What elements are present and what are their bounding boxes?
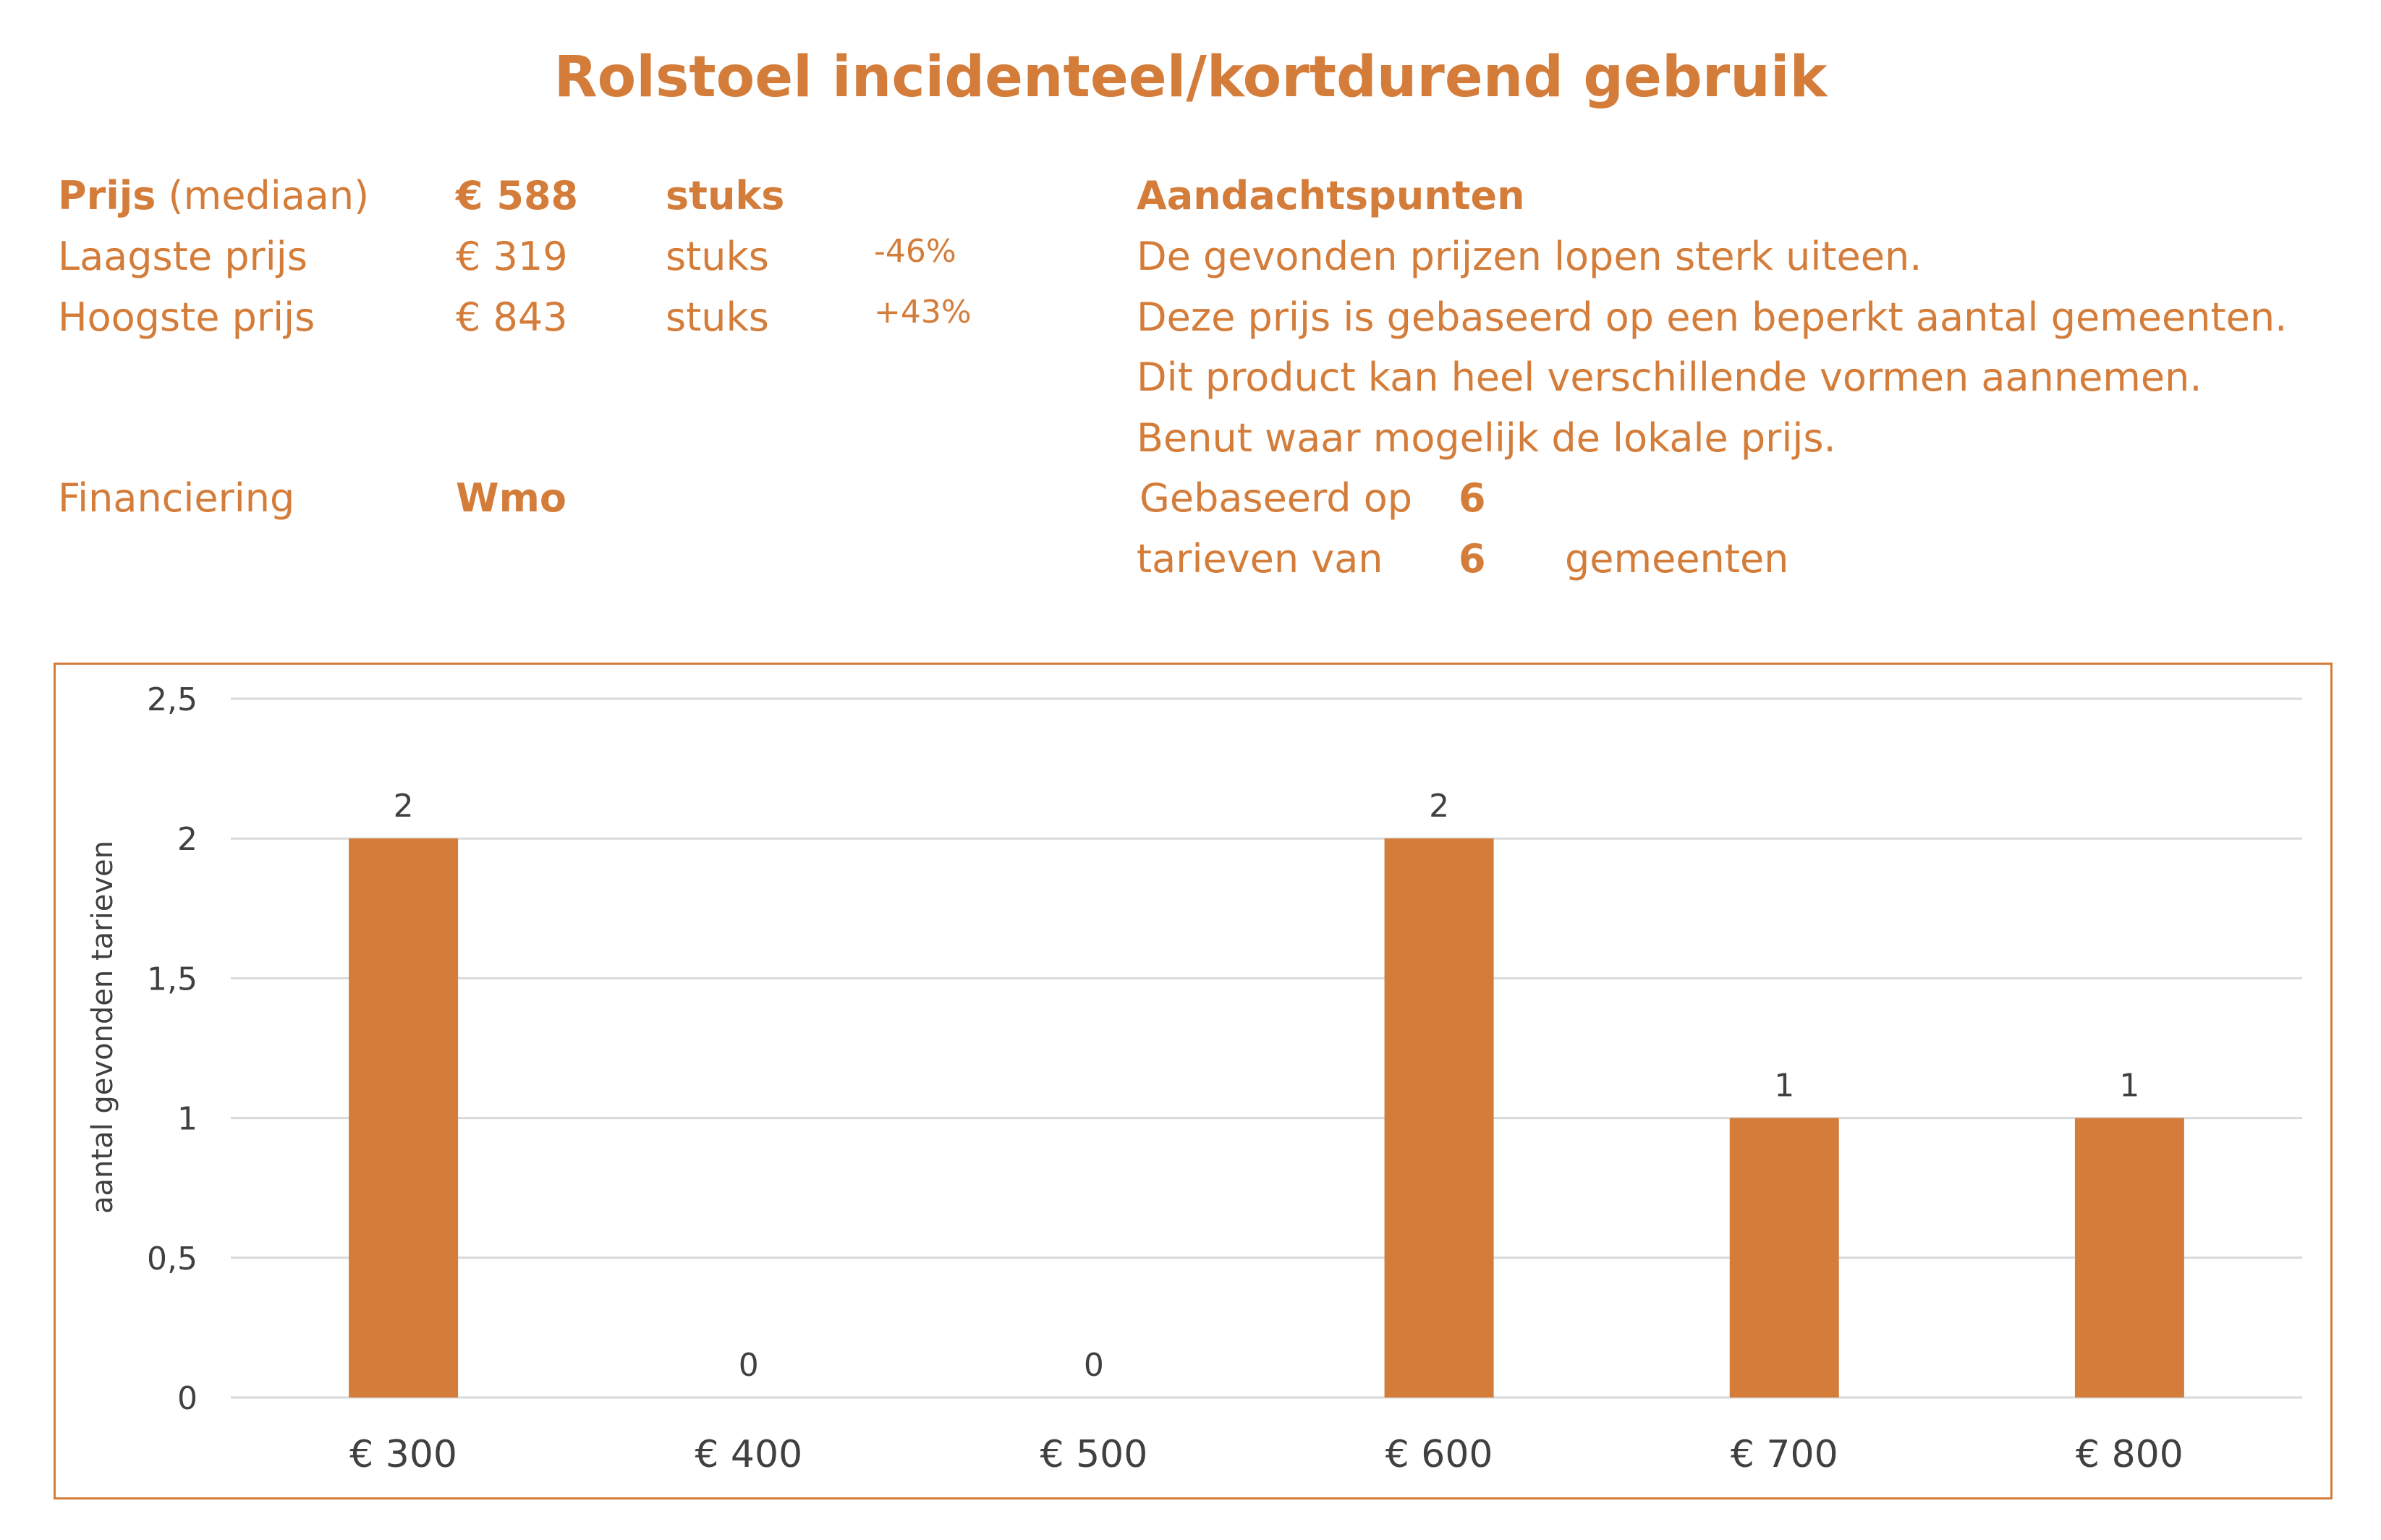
x-tick-label: € 500 bbox=[1040, 1433, 1147, 1476]
data-label: 2 bbox=[1429, 788, 1449, 825]
low-unit: stuks bbox=[666, 234, 769, 279]
bar bbox=[349, 838, 459, 1398]
financing-label: Financiering bbox=[58, 475, 295, 521]
y-axis-title: aantal gevonden tarieven bbox=[86, 841, 119, 1214]
x-tick-label: € 800 bbox=[2076, 1433, 2183, 1476]
note: Benut waar mogelijk de lokale prijs. bbox=[1137, 415, 1836, 461]
high-label: Hoogste prijs bbox=[58, 294, 315, 340]
high-unit: stuks bbox=[666, 294, 769, 340]
y-tick-label: 0,5 bbox=[147, 1241, 198, 1277]
high-pct: +43% bbox=[874, 294, 972, 331]
based-on-value: 6 bbox=[1459, 475, 1486, 521]
median-label-bold: Prijs bbox=[58, 173, 156, 218]
y-tick-label: 2,5 bbox=[147, 681, 198, 718]
data-label: 1 bbox=[1774, 1068, 1794, 1105]
y-tick-label: 1,5 bbox=[147, 961, 198, 997]
median-label: Prijs (mediaan) bbox=[58, 174, 369, 218]
low-label: Laagste prijs bbox=[58, 234, 307, 279]
low-pct: -46% bbox=[874, 233, 956, 270]
bar bbox=[1384, 838, 1494, 1398]
x-tick-label: € 700 bbox=[1731, 1433, 1838, 1476]
x-tick-label: € 300 bbox=[349, 1433, 457, 1476]
median-value: € 588 bbox=[456, 173, 579, 218]
median-unit: stuks bbox=[666, 173, 785, 218]
based-on-label: Gebaseerd op bbox=[1139, 475, 1413, 521]
y-tick-label: 2 bbox=[177, 821, 198, 858]
financing-value: Wmo bbox=[456, 475, 566, 521]
data-label: 2 bbox=[394, 788, 414, 825]
rates-value: 6 bbox=[1459, 536, 1486, 582]
notes-heading: Aandachtspunten bbox=[1137, 173, 1525, 218]
data-label: 1 bbox=[2119, 1068, 2139, 1105]
data-label: 0 bbox=[739, 1347, 759, 1384]
high-value: € 843 bbox=[456, 294, 568, 340]
rates-suffix: gemeenten bbox=[1565, 536, 1789, 582]
x-tick-label: € 600 bbox=[1385, 1433, 1493, 1476]
median-label-rest: (mediaan) bbox=[168, 173, 370, 218]
bar bbox=[1729, 1118, 1839, 1398]
rates-label: tarieven van bbox=[1137, 536, 1383, 582]
chart-frame bbox=[54, 663, 2333, 1499]
y-tick-label: 1 bbox=[177, 1101, 198, 1138]
x-tick-label: € 400 bbox=[695, 1433, 802, 1476]
y-tick-label: 0 bbox=[177, 1380, 198, 1417]
note: Dit product kan heel verschillende vorme… bbox=[1137, 354, 2202, 400]
note: De gevonden prijzen lopen sterk uiteen. bbox=[1137, 234, 1922, 279]
page-title: Rolstoel incidenteel/kortdurend gebruik bbox=[553, 45, 1828, 110]
low-value: € 319 bbox=[456, 234, 568, 279]
bar bbox=[2074, 1118, 2184, 1398]
note: Deze prijs is gebaseerd op een beperkt a… bbox=[1137, 294, 2288, 340]
data-label: 0 bbox=[1084, 1347, 1104, 1384]
